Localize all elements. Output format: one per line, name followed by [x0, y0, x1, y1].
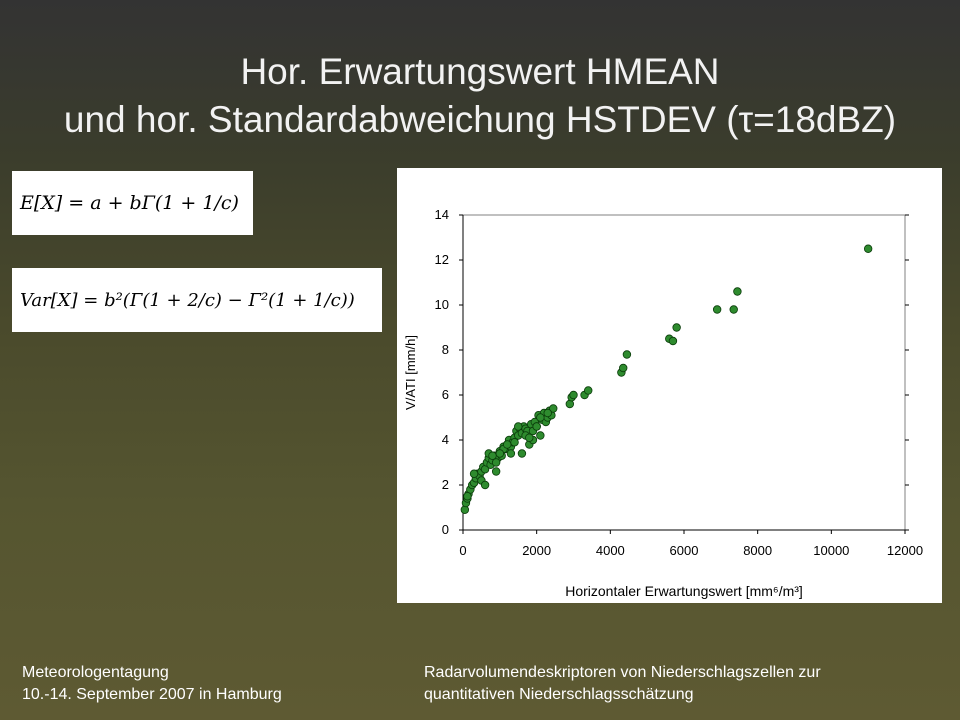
data-point: [502, 440, 512, 449]
plot-area-border: [462, 214, 906, 531]
data-point: [712, 305, 722, 314]
x-axis-label: Horizontaler Erwartungswert [mm⁶/m³]: [565, 583, 803, 599]
y-tick-label: 8: [442, 342, 449, 357]
data-point: [536, 413, 545, 422]
data-point: [525, 433, 534, 442]
y-tick-label: 2: [442, 477, 449, 492]
data-points: [460, 244, 873, 514]
data-point: [863, 244, 873, 253]
y-tick-label: 10: [435, 297, 449, 312]
y-axis-ticks: 0 2 4 6 8 10 12 14: [435, 207, 909, 537]
data-point: [495, 449, 505, 458]
y-tick-label: 6: [442, 387, 449, 402]
x-tick-label: 0: [459, 543, 466, 558]
footer-topic-line-1: Radarvolumendeskriptoren von Niederschla…: [424, 664, 821, 681]
y-axis-label: V/ATI [mm/h]: [403, 335, 418, 410]
y-tick-label: 0: [442, 522, 449, 537]
data-point: [488, 451, 497, 460]
data-point: [672, 323, 681, 332]
footer-topic-line-2: quantitativen Niederschlagsschätzung: [424, 686, 694, 703]
data-point: [506, 449, 516, 458]
x-tick-label: 2000: [522, 543, 551, 558]
footer-left: Meteorologentagung 10.-14. September 200…: [22, 662, 282, 706]
data-point: [480, 480, 490, 490]
data-point: [584, 386, 593, 395]
data-point: [510, 438, 519, 447]
slide-title-line-1: Hor. Erwartungswert HMEAN: [240, 51, 720, 92]
data-point: [491, 467, 501, 476]
data-point: [536, 431, 545, 440]
data-point: [469, 469, 479, 478]
x-tick-label: 10000: [813, 543, 849, 558]
scatter-chart-panel: 0 2 4 6 8 10 12 14 0 2000 4000 6000 8000 10000 12000 …: [397, 168, 942, 603]
y-tick-label: 12: [435, 252, 449, 267]
data-point: [517, 449, 527, 458]
x-tick-label: 8000: [743, 543, 772, 558]
data-point: [668, 336, 678, 346]
data-point: [549, 404, 558, 413]
data-point: [569, 390, 578, 400]
x-tick-label: 4000: [596, 543, 625, 558]
data-point: [463, 492, 472, 501]
x-axis-ticks: 0 2000 4000 6000 8000 10000 12000: [459, 530, 923, 558]
x-tick-label: 12000: [887, 543, 923, 558]
slide-title: Hor. Erwartungswert HMEAN und hor. Stand…: [0, 48, 960, 144]
data-point: [729, 305, 738, 314]
data-point: [619, 363, 628, 373]
data-point: [733, 287, 742, 296]
data-point: [491, 458, 501, 467]
data-point: [532, 422, 541, 431]
y-tick-label: 4: [442, 432, 449, 447]
y-tick-label: 14: [435, 207, 449, 222]
plot-frame: [462, 214, 906, 531]
x-tick-label: 6000: [670, 543, 699, 558]
formula-variance: Var[X] = b²(Γ(1 + 2/c) − Γ²(1 + 1/c)): [12, 268, 382, 332]
data-point: [460, 505, 470, 514]
data-point: [622, 350, 632, 359]
data-point: [514, 422, 523, 431]
formula-expectation: E[X] = a + bΓ(1 + 1/c): [12, 171, 253, 235]
footer-right: Radarvolumendeskriptoren von Niederschla…: [424, 662, 821, 706]
footer-event-name: Meteorologentagung: [22, 664, 169, 681]
slide-title-line-2: und hor. Standardabweichung HSTDEV (τ=18…: [63, 99, 897, 140]
data-point: [543, 408, 552, 418]
footer-event-date: 10.-14. September 2007 in Hamburg: [22, 686, 282, 703]
